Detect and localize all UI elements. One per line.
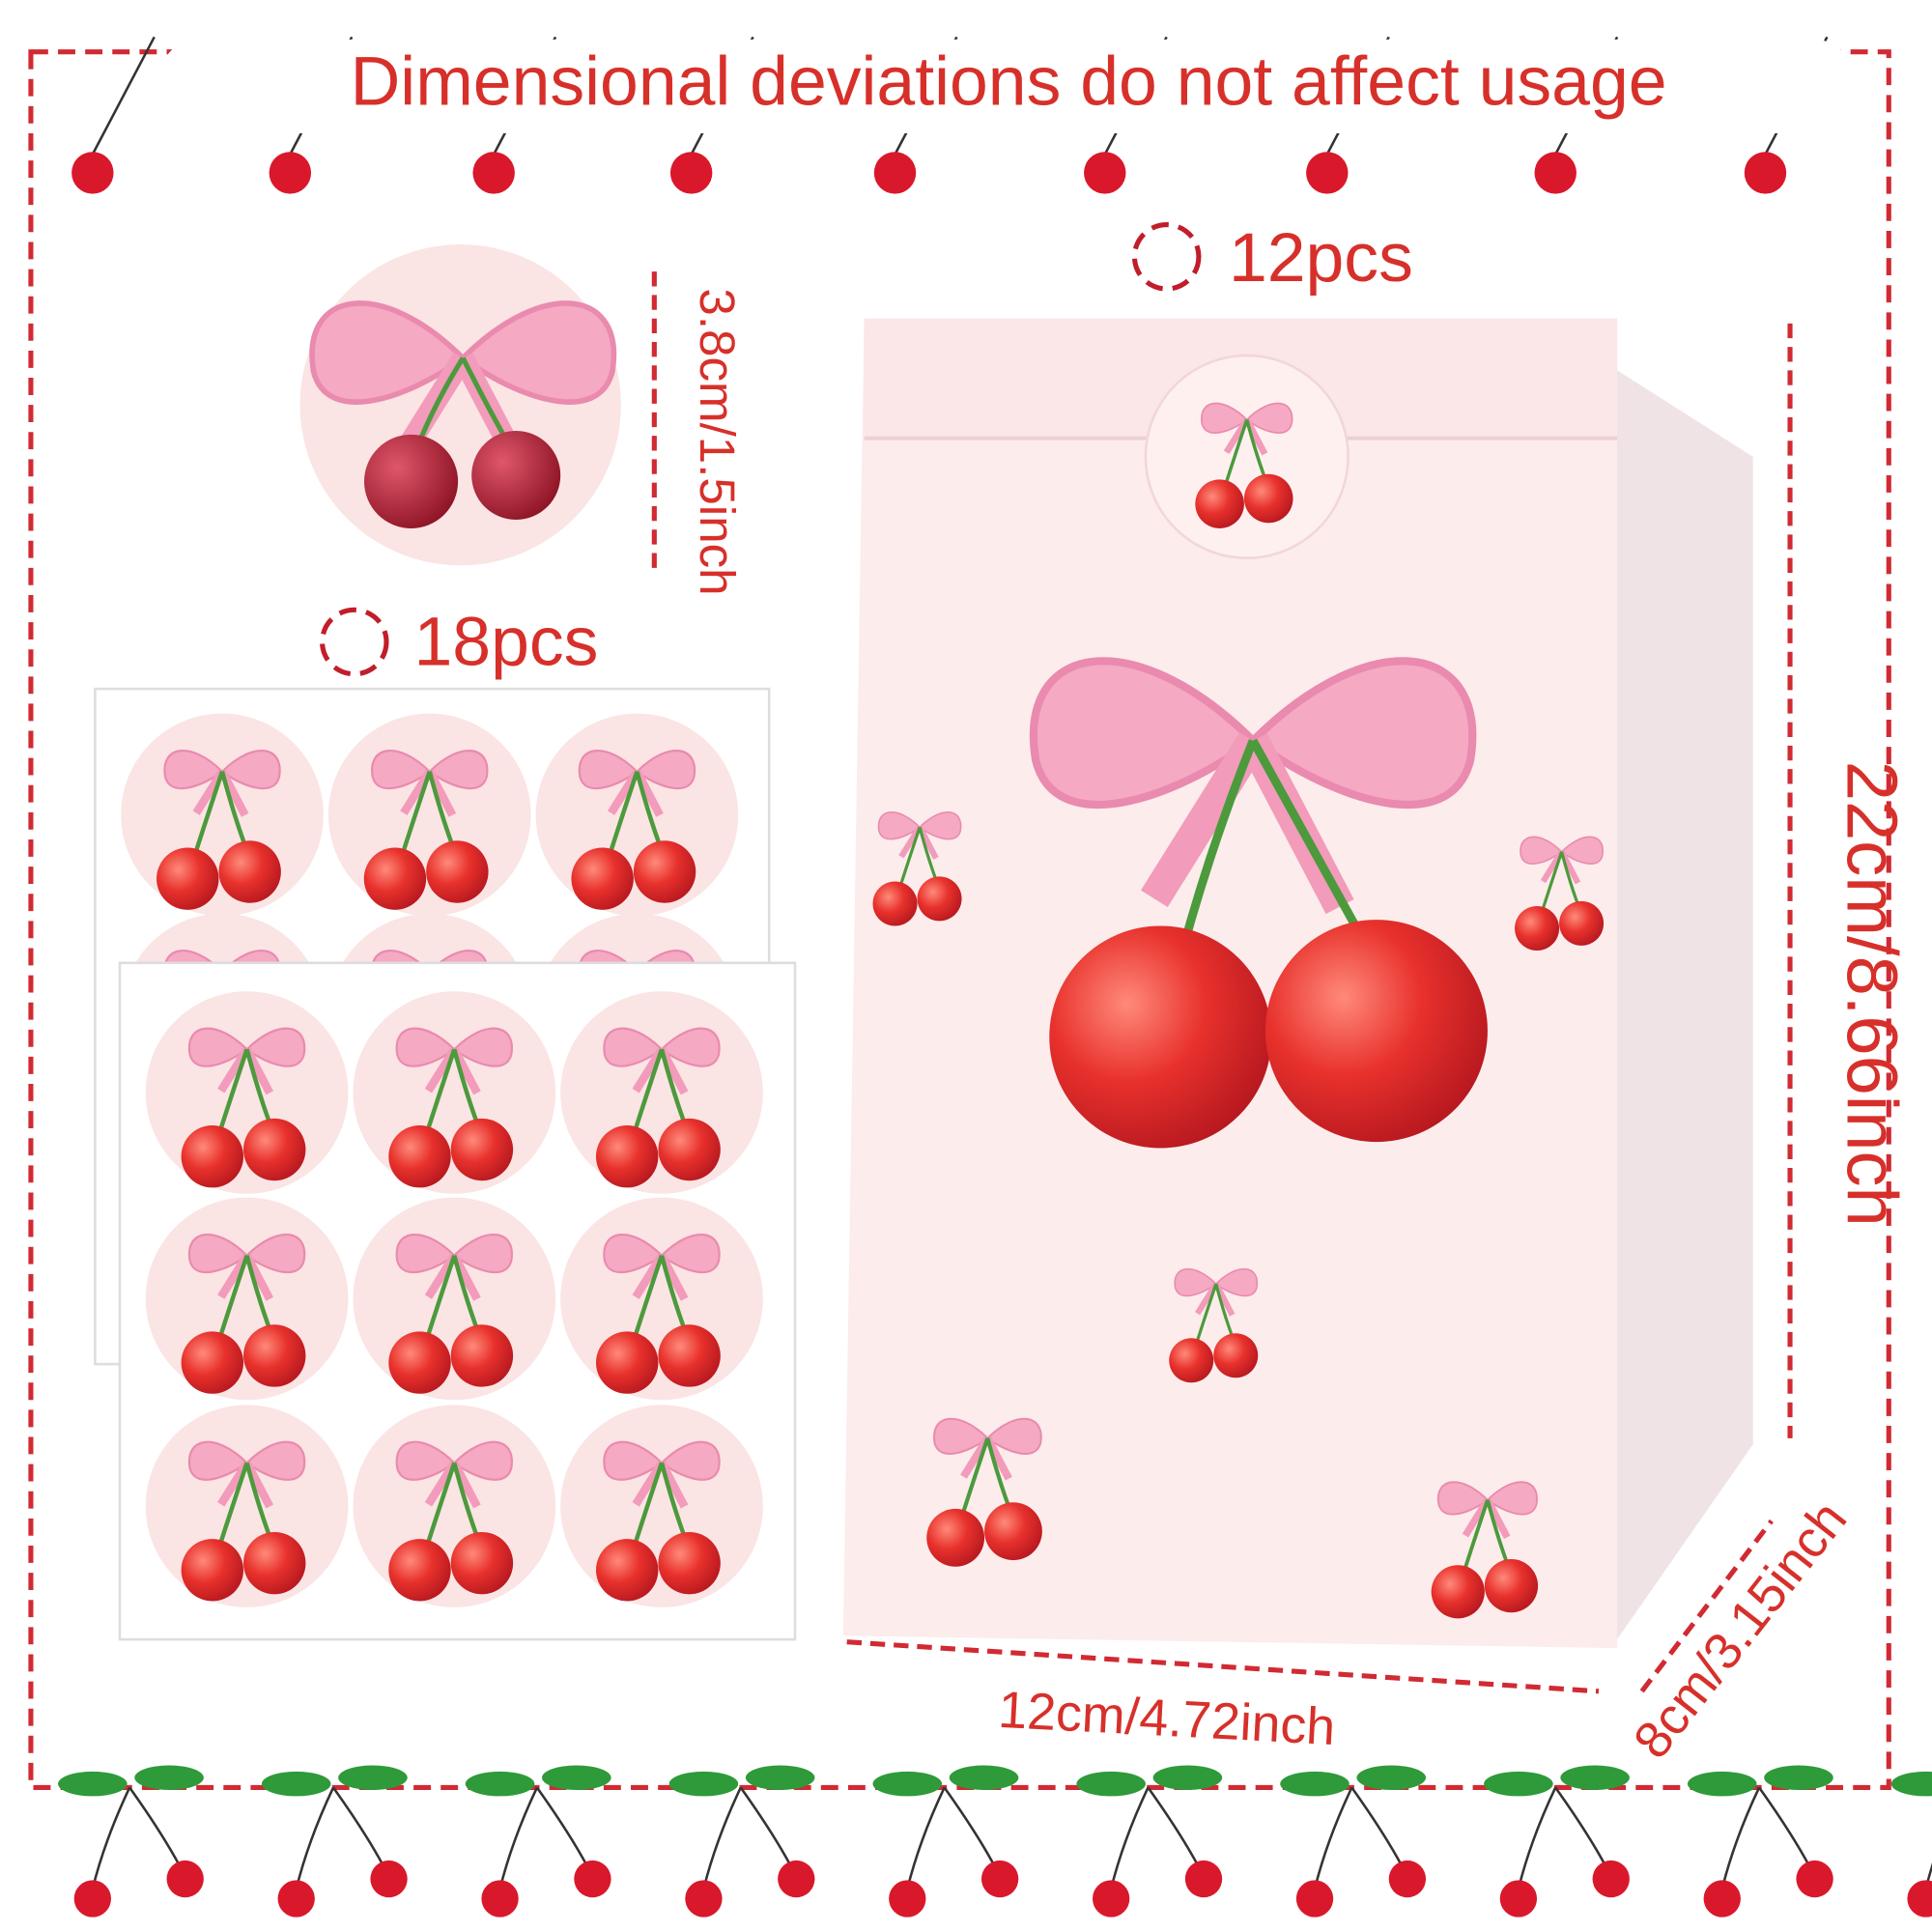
cherry <box>685 1880 723 1918</box>
count-icon <box>1131 222 1202 292</box>
leaf <box>338 1765 408 1791</box>
cherry <box>669 152 713 194</box>
cherry <box>1744 152 1787 194</box>
leaf <box>949 1765 1019 1791</box>
leaf <box>134 1765 204 1791</box>
cherry <box>1184 1860 1223 1898</box>
cherry <box>574 1860 611 1898</box>
cherry <box>472 152 515 194</box>
cherry <box>1907 1880 1932 1918</box>
bag-count: 12pcs <box>1229 219 1413 297</box>
cherry <box>71 152 114 194</box>
cherry <box>166 1860 204 1898</box>
leaf <box>1152 1765 1223 1791</box>
sticker-sheets <box>94 687 797 1641</box>
cherry <box>1295 1880 1334 1918</box>
leaf <box>1687 1771 1757 1797</box>
cherry <box>1703 1880 1741 1918</box>
stem <box>1924 1861 1932 1889</box>
cherry <box>1084 152 1126 194</box>
cherry <box>873 152 917 194</box>
leaf <box>1764 1765 1833 1791</box>
bag-width: 12cm/4.72inch <box>997 1681 1337 1756</box>
leaf <box>1560 1765 1630 1791</box>
leaf <box>872 1771 943 1797</box>
title-banner <box>160 39 1852 134</box>
leaf <box>1890 1771 1932 1797</box>
cherry <box>1388 1860 1427 1898</box>
cherry <box>277 1880 315 1918</box>
leaf <box>261 1771 331 1797</box>
leaf <box>542 1765 611 1791</box>
leaf <box>1280 1771 1350 1797</box>
sticker-sample <box>299 244 621 566</box>
leaf <box>1076 1771 1146 1797</box>
cherry <box>73 1880 112 1918</box>
cherry <box>370 1860 408 1898</box>
cherry <box>1306 152 1349 194</box>
leaf <box>745 1765 815 1791</box>
cherry <box>889 1880 926 1918</box>
leaf <box>1356 1765 1427 1791</box>
leaf <box>58 1771 128 1797</box>
leaf <box>465 1771 535 1797</box>
leaf <box>1484 1771 1553 1797</box>
cherry <box>1592 1860 1630 1898</box>
stem <box>91 36 156 156</box>
cherry <box>1092 1880 1130 1918</box>
cherry <box>778 1860 815 1898</box>
dimension-line <box>846 1639 1600 1694</box>
sticker-diameter: 3.8cm/1.5inch <box>690 288 745 595</box>
cherry <box>1796 1860 1833 1898</box>
sticker-count: 18pcs <box>414 604 599 681</box>
cherry <box>1534 152 1577 194</box>
bag-height: 22cm/8.66inch <box>1833 761 1913 1227</box>
dimension-line <box>1639 1519 1774 1693</box>
cherry <box>980 1860 1019 1898</box>
cherry <box>1499 1880 1538 1918</box>
cherry <box>269 152 312 194</box>
gift-bag <box>842 318 1753 1649</box>
title: Dimensional deviations do not affect usa… <box>351 43 1667 120</box>
leaf <box>668 1771 739 1797</box>
count-icon <box>319 607 389 677</box>
cherry <box>481 1880 519 1918</box>
